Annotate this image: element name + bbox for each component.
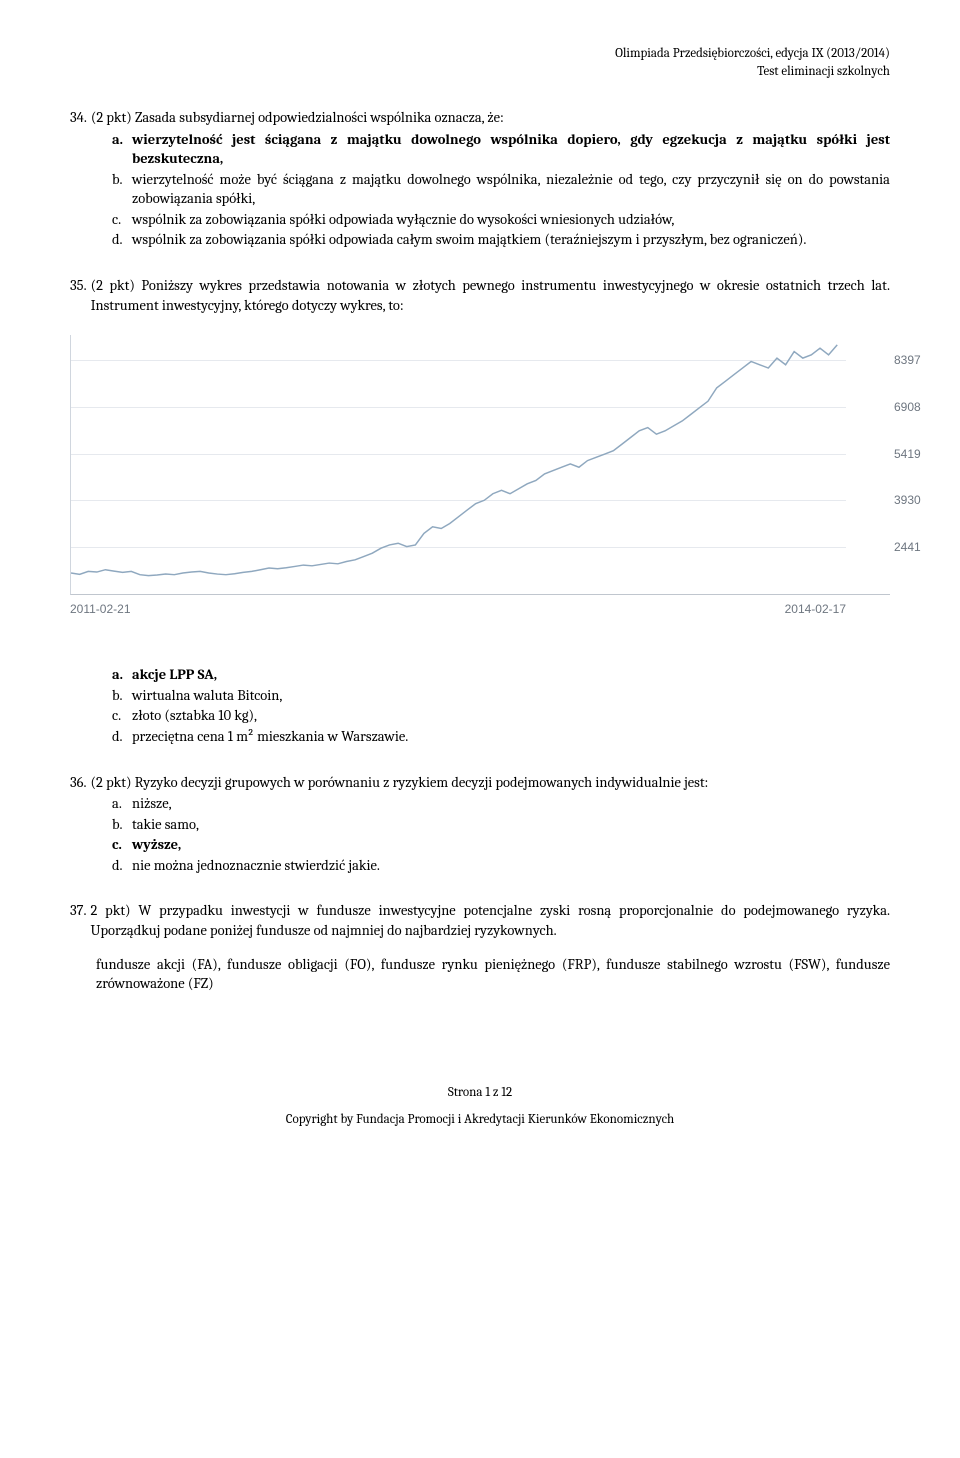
- option-text: wierzytelność może być ściągana z majątk…: [132, 170, 890, 209]
- q35-option-d: d. przeciętna cena 1 m² mieszkania w War…: [112, 727, 890, 747]
- q36-option-a: a. niższe,: [112, 794, 890, 814]
- option-letter: b.: [112, 686, 132, 706]
- option-letter: c.: [112, 706, 132, 726]
- q37-text-2: fundusze akcji (FA), fundusze obligacji …: [70, 955, 890, 994]
- q35-number: 35.: [70, 276, 91, 315]
- q35-option-b: b. wirtualna waluta Bitcoin,: [112, 686, 890, 706]
- option-text: wyższe,: [132, 835, 890, 855]
- q37-text-1: 2 pkt) W przypadku inwestycji w fundusze…: [91, 901, 891, 940]
- option-letter: a.: [112, 665, 132, 685]
- option-text: niższe,: [132, 794, 890, 814]
- option-letter: b.: [112, 170, 132, 209]
- option-text: wspólnik za zobowiązania spółki odpowiad…: [132, 210, 890, 230]
- option-text: nie można jednoznacznie stwierdzić jakie…: [132, 856, 890, 876]
- option-text: przeciętna cena 1 m² mieszkania w Warsza…: [132, 727, 890, 747]
- page-header: Olimpiada Przedsiębiorczości, edycja IX …: [70, 45, 890, 80]
- option-text: wspólnik za zobowiązania spółki odpowiad…: [132, 230, 890, 250]
- chart-ylabel: 6908: [894, 399, 938, 415]
- q37-number: 37.: [70, 901, 91, 940]
- q34-option-b: b. wierzytelność może być ściągana z maj…: [112, 170, 890, 209]
- question-37: 37. 2 pkt) W przypadku inwestycji w fund…: [70, 901, 890, 993]
- q35-option-a: a. akcje LPP SA,: [112, 665, 890, 685]
- q34-number: 34.: [70, 108, 91, 128]
- header-line1: Olimpiada Przedsiębiorczości, edycja IX …: [615, 46, 890, 61]
- question-36: 36. (2 pkt) Ryzyko decyzji grupowych w p…: [70, 773, 890, 876]
- option-text: wirtualna waluta Bitcoin,: [132, 686, 890, 706]
- option-text: wierzytelność jest ściągana z majątku do…: [132, 130, 890, 169]
- q36-option-c: c. wyższe,: [112, 835, 890, 855]
- option-letter: c.: [112, 835, 132, 855]
- header-line2: Test eliminacji szkolnych: [757, 64, 890, 79]
- chart-ylabel: 5419: [894, 446, 938, 462]
- option-text: akcje LPP SA,: [132, 665, 890, 685]
- price-chart: 83976908541939302441 2011-02-21 2014-02-…: [70, 335, 890, 617]
- chart-ylabel: 8397: [894, 352, 938, 368]
- chart-ylabel: 2441: [894, 539, 938, 555]
- option-letter: c.: [112, 210, 132, 230]
- option-letter: d.: [112, 727, 132, 747]
- q35-option-c: c. złoto (sztabka 10 kg),: [112, 706, 890, 726]
- option-text: takie samo,: [132, 815, 890, 835]
- q36-number: 36.: [70, 773, 91, 793]
- q34-option-d: d. wspólnik za zobowiązania spółki odpow…: [112, 230, 890, 250]
- q35-text: (2 pkt) Poniższy wykres przedstawia noto…: [91, 276, 890, 315]
- q36-option-b: b. takie samo,: [112, 815, 890, 835]
- option-letter: d.: [112, 856, 132, 876]
- q36-option-d: d. nie można jednoznacznie stwierdzić ja…: [112, 856, 890, 876]
- question-34: 34. (2 pkt) Zasada subsydiarnej odpowied…: [70, 108, 890, 250]
- q34-option-c: c. wspólnik za zobowiązania spółki odpow…: [112, 210, 890, 230]
- chart-ylabel: 3930: [894, 492, 938, 508]
- page-footer: Strona 1 z 12 Copyright by Fundacja Prom…: [70, 1084, 890, 1129]
- option-letter: d.: [112, 230, 132, 250]
- footer-page: Strona 1 z 12: [70, 1084, 890, 1102]
- q34-option-a: a. wierzytelność jest ściągana z majątku…: [112, 130, 890, 169]
- option-letter: a.: [112, 130, 132, 169]
- option-letter: b.: [112, 815, 132, 835]
- option-text: złoto (sztabka 10 kg),: [132, 706, 890, 726]
- option-letter: a.: [112, 794, 132, 814]
- footer-copyright: Copyright by Fundacja Promocji i Akredyt…: [70, 1111, 890, 1129]
- q34-text: (2 pkt) Zasada subsydiarnej odpowiedzial…: [91, 108, 890, 128]
- chart-line: [71, 345, 837, 576]
- question-35: 35. (2 pkt) Poniższy wykres przedstawia …: [70, 276, 890, 747]
- q36-text: (2 pkt) Ryzyko decyzji grupowych w porów…: [91, 773, 891, 793]
